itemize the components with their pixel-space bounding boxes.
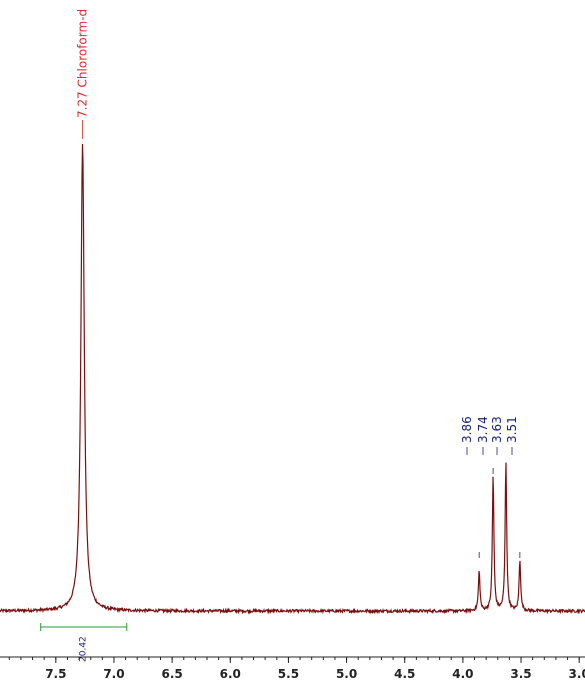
peak-label: 3.51 <box>505 416 519 443</box>
peak-labels: 7.27 Chloroform-d 3.86 3.74 3.63 3.51 <box>76 9 521 558</box>
x-tick-label: 4.0 <box>452 667 473 681</box>
x-tick-label: 6.5 <box>161 667 182 681</box>
peak-label: 3.63 <box>490 416 504 443</box>
x-tick-label: 5.0 <box>336 667 357 681</box>
solvent-peak-label: 7.27 Chloroform-d <box>76 9 90 118</box>
x-tick-label: 5.5 <box>278 667 299 681</box>
x-tick-label: 3.0 <box>569 667 585 681</box>
integral-regions: 20.42 <box>40 623 128 662</box>
x-axis-ticks: 7.5 7.0 6.5 6.0 5.5 5.0 4.5 4.0 3.5 3.0 <box>8 657 585 681</box>
x-tick-label: 7.0 <box>103 667 124 681</box>
x-axis: 7.5 7.0 6.5 6.0 5.5 5.0 4.5 4.0 3.5 3.0 <box>0 656 585 681</box>
x-tick-label: 7.5 <box>45 667 66 681</box>
peak-label: 3.86 <box>460 416 474 443</box>
x-tick-label: 6.0 <box>220 667 241 681</box>
peak-label: 3.74 <box>476 416 490 443</box>
x-tick-label: 4.5 <box>394 667 415 681</box>
x-tick-label: 3.5 <box>510 667 531 681</box>
integral-value: 20.42 <box>79 636 89 662</box>
spectrum-trace <box>0 144 585 615</box>
